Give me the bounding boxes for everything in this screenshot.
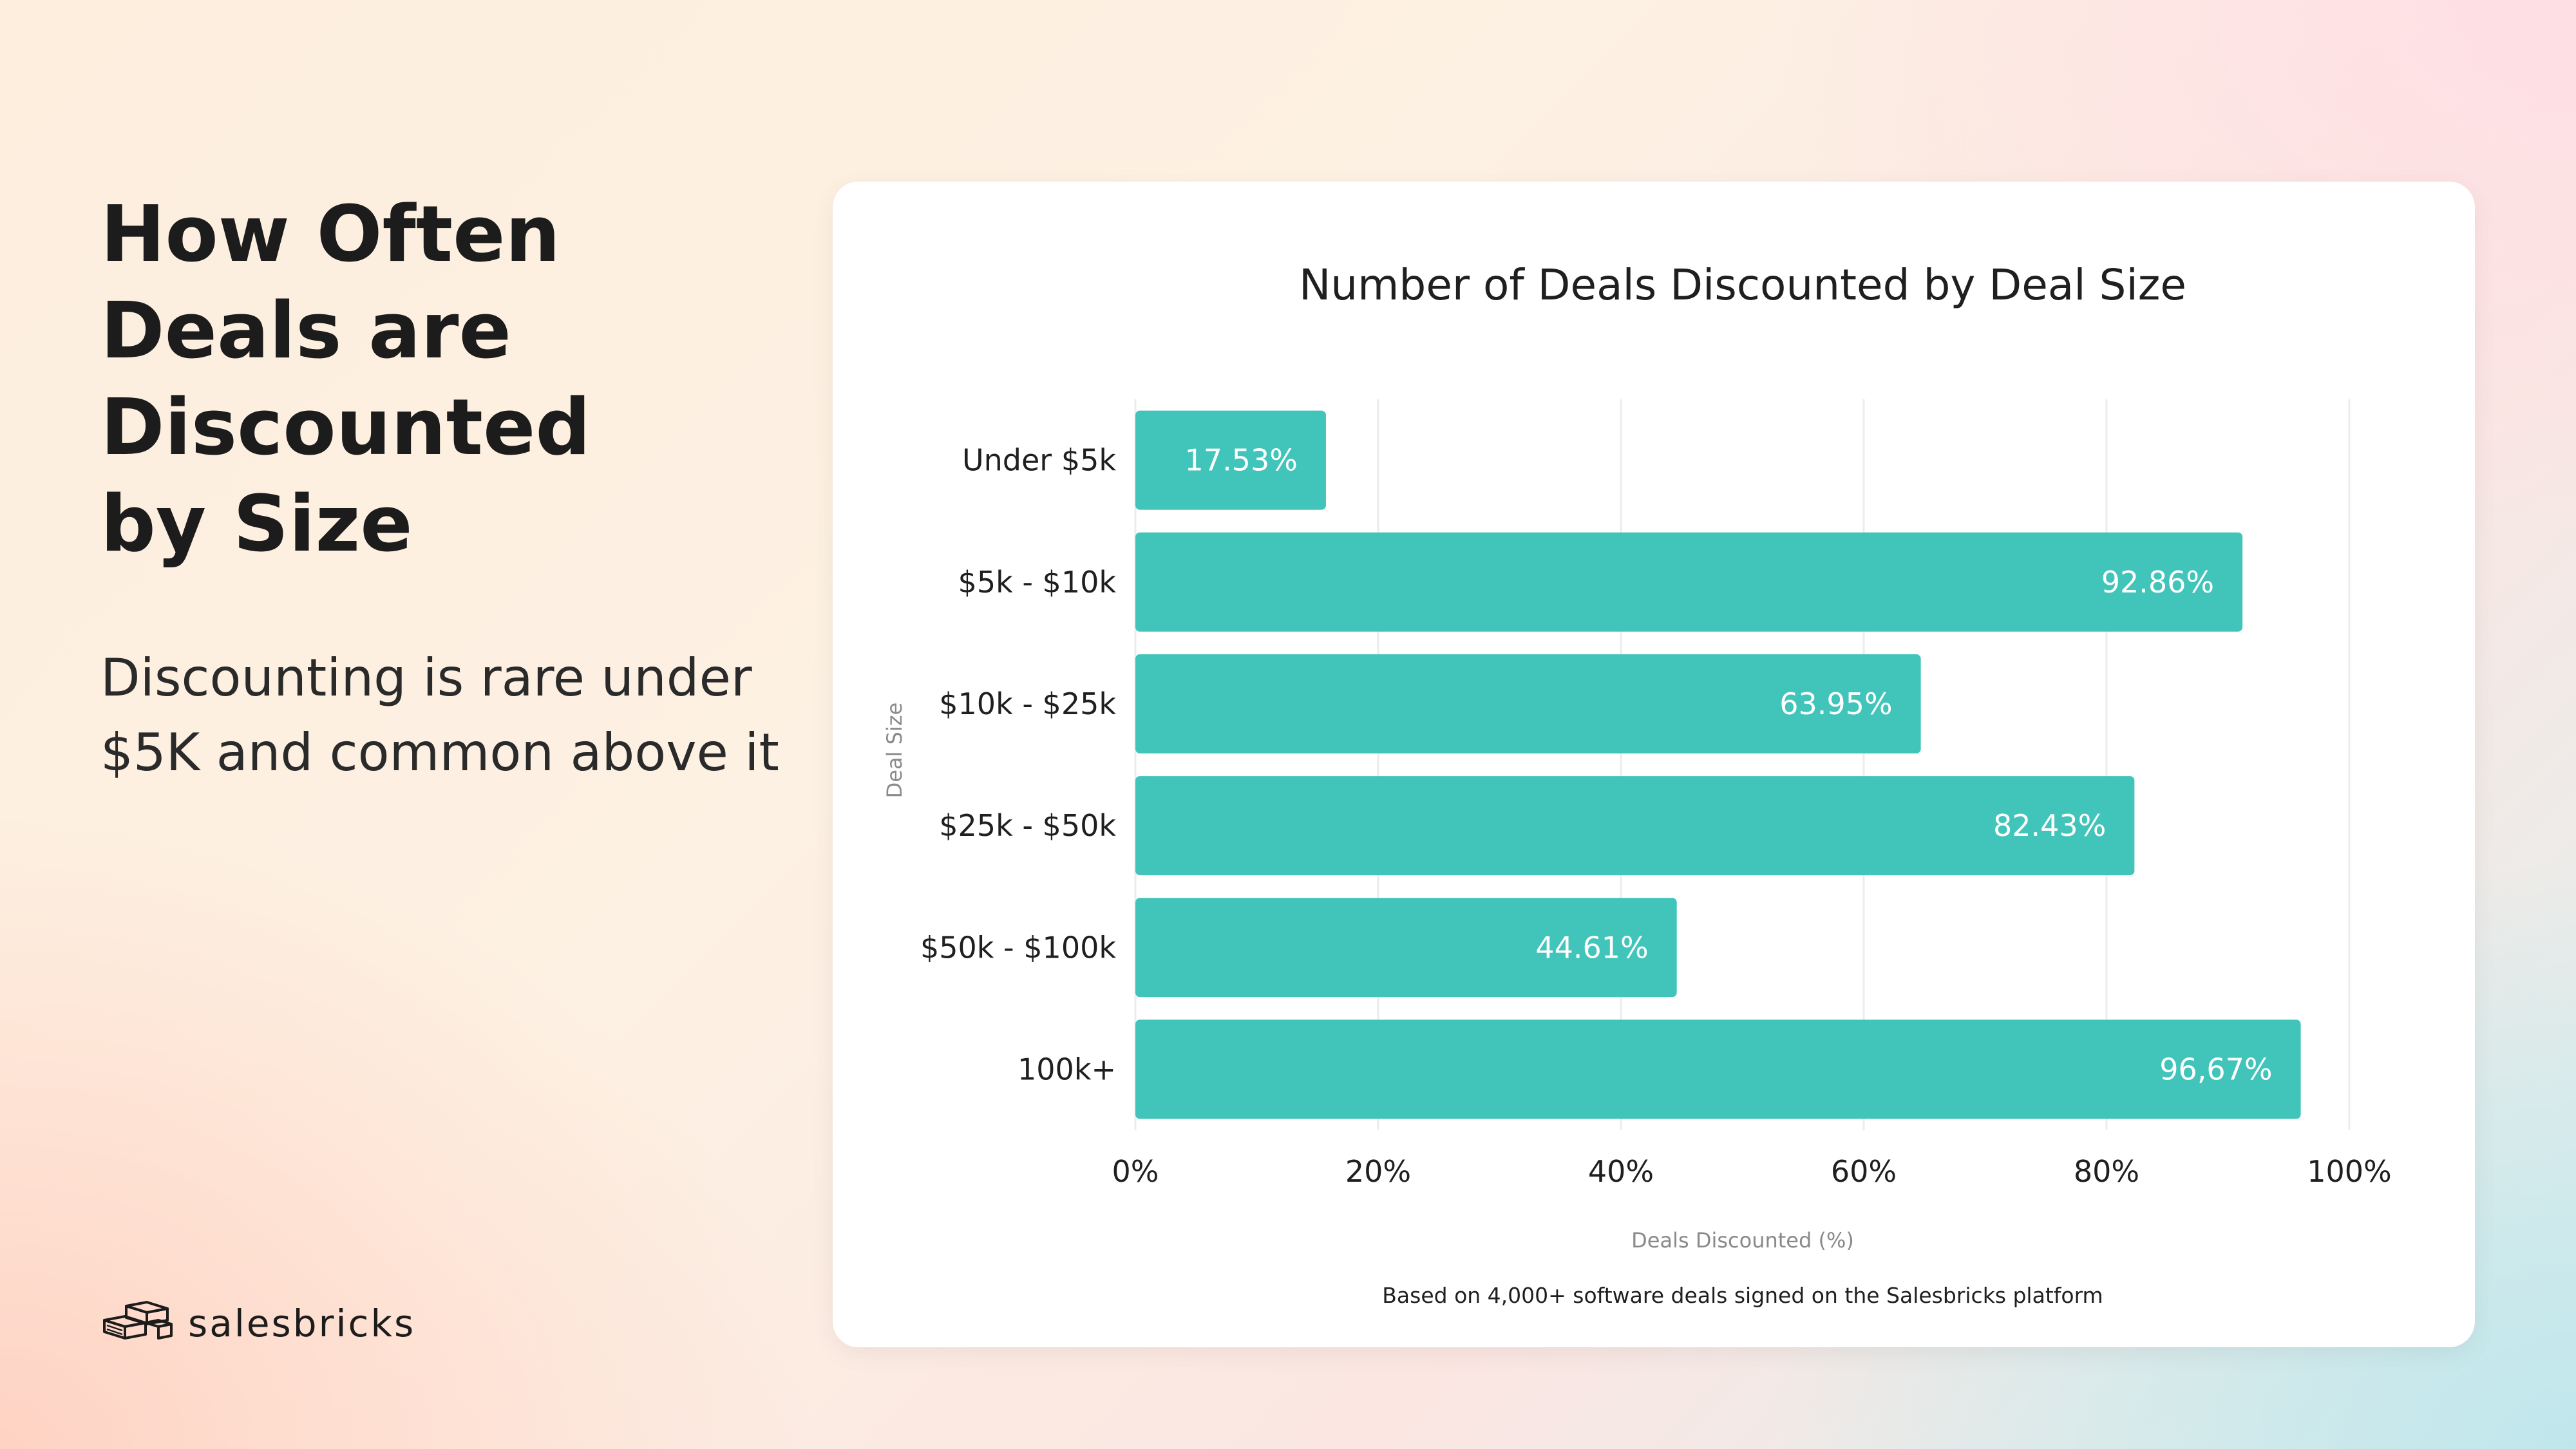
x-tick-label: 100% (2307, 1154, 2392, 1189)
x-tick-label: 0% (1112, 1154, 1159, 1189)
x-tick-labels: 0% 20% 40% 60% 80% 100% (1112, 1154, 2392, 1189)
bar-value-label: 44.61% (1535, 930, 1648, 965)
bar-value-label: 17.53% (1185, 443, 1298, 478)
category-label: $50k - $100k (920, 930, 1116, 965)
bar (1135, 1019, 2301, 1119)
category-label: Under $5k (962, 443, 1116, 478)
bar-group: $25k - $50k 82.43% (939, 776, 2135, 876)
bar-value-label: 63.95% (1779, 687, 1892, 721)
y-axis-title: Deal Size (882, 703, 907, 799)
bar (1135, 898, 1677, 998)
x-tick-label: 60% (1831, 1154, 1897, 1189)
bar-group: $10k - $25k 63.95% (939, 654, 1921, 753)
brand-logo: salesbricks (100, 1294, 415, 1352)
bar-chart: Number of Deals Discounted by Deal Size … (882, 260, 2392, 1308)
bricks-logo-icon (103, 1301, 173, 1340)
bar-group: $5k - $10k 92.86% (958, 532, 2243, 632)
headline-line-1: How Often (100, 190, 560, 279)
brand-name: salesbricks (188, 1302, 416, 1345)
x-tick-label: 20% (1345, 1154, 1411, 1189)
headline-line-3: Discounted (100, 383, 591, 473)
bar-value-label: 92.86% (2101, 565, 2214, 600)
bar-group: 100k+ 96,67% (1018, 1019, 2301, 1119)
bar-group: Under $5k 17.53% (962, 410, 1326, 510)
category-label: 100k+ (1018, 1052, 1116, 1086)
subtitle-line-2: $5K and common above it (100, 723, 779, 782)
page-headline: How Often Deals are Discounted by Size (100, 187, 777, 573)
x-axis-title: Deals Discounted (%) (1631, 1228, 1854, 1253)
subtitle-line-1: Discounting is rare under (100, 648, 752, 708)
x-tick-label: 40% (1588, 1154, 1654, 1189)
category-label: $25k - $50k (939, 808, 1116, 843)
x-tick-label: 80% (2074, 1154, 2139, 1189)
category-label: $10k - $25k (939, 687, 1116, 721)
bar (1135, 654, 1921, 753)
chart-footnote: Based on 4,000+ software deals signed on… (1382, 1283, 2103, 1308)
bar (1135, 532, 2243, 632)
headline-line-4: by Size (100, 480, 413, 569)
bar (1135, 776, 2135, 876)
bar-value-label: 96,67% (2159, 1052, 2272, 1086)
bars: Under $5k 17.53% $5k - $10k 92.86% $10k - $2… (920, 410, 2301, 1119)
grid-lines (1134, 399, 2351, 1130)
bar (1135, 410, 1326, 510)
bar-value-label: 82.43% (1993, 808, 2106, 843)
chart-title: Number of Deals Discounted by Deal Size (1299, 260, 2186, 310)
page-subtitle: Discounting is rare under $5K and common… (100, 641, 809, 790)
headline-line-2: Deals are (100, 287, 511, 376)
bar-group: $50k - $100k 44.61% (920, 898, 1677, 998)
chart-card: Number of Deals Discounted by Deal Size … (833, 182, 2475, 1347)
category-label: $5k - $10k (958, 565, 1117, 600)
